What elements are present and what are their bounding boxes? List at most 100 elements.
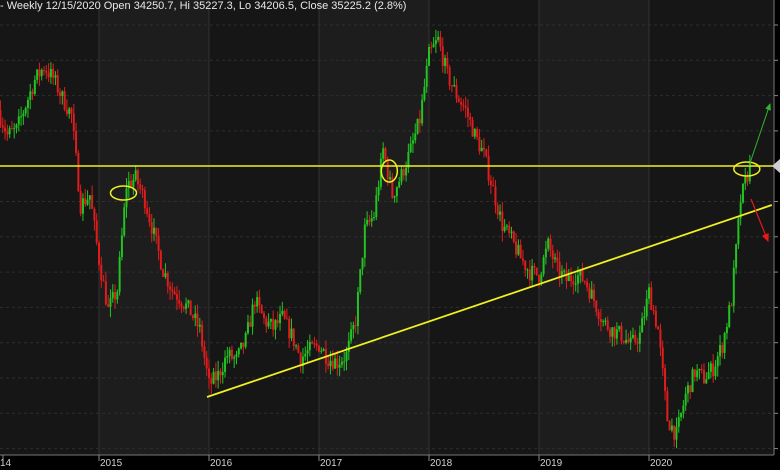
candle-body <box>414 133 417 141</box>
candle-body <box>638 332 641 344</box>
candle-body <box>17 116 20 125</box>
candle-body <box>492 185 495 187</box>
candle-body <box>551 250 554 260</box>
candle-body <box>533 265 536 268</box>
candle-body <box>677 417 680 427</box>
candle-body <box>84 198 87 205</box>
candle-body <box>210 378 213 384</box>
candle-body <box>194 313 197 319</box>
candle-body <box>70 108 73 114</box>
candle-body <box>487 155 490 181</box>
candle-body <box>356 292 359 326</box>
candle-body <box>102 280 105 282</box>
x-tick-label: 2019 <box>540 458 563 469</box>
candle-body <box>141 188 144 191</box>
candle-body <box>272 318 275 330</box>
candle-body <box>370 218 373 222</box>
arrow-up-projection <box>748 103 771 167</box>
candle-body <box>696 370 699 378</box>
candle-body <box>501 211 504 232</box>
candle-body <box>38 69 41 77</box>
candle-body <box>292 328 295 347</box>
candle-body <box>579 270 582 276</box>
candle-body <box>47 72 50 78</box>
candle-body <box>43 69 45 71</box>
candle-body <box>36 69 39 80</box>
candle-body <box>52 68 55 78</box>
candle-body <box>428 47 430 66</box>
candle-body <box>680 412 683 418</box>
candle-body <box>329 360 332 367</box>
candle-body <box>721 345 724 353</box>
candle-body <box>444 57 447 66</box>
candle-body <box>0 109 2 125</box>
candle-body <box>460 101 463 105</box>
candle-body <box>544 248 547 258</box>
candle-body <box>288 318 291 339</box>
candle-body <box>485 149 488 156</box>
candle-body <box>13 128 16 130</box>
candle-body <box>670 425 673 431</box>
candle-body <box>224 357 227 372</box>
candle-body <box>109 298 112 307</box>
candle-body <box>398 181 401 188</box>
candle-body <box>712 363 715 377</box>
candle-body <box>668 421 671 431</box>
candle-body <box>423 86 426 100</box>
candle-body <box>469 116 472 120</box>
candle-body <box>201 324 204 347</box>
candle-body <box>148 213 151 223</box>
candle-body <box>728 305 731 328</box>
candle-body <box>185 303 188 309</box>
candle-body <box>29 91 32 101</box>
candle-body <box>739 202 742 219</box>
candle-body <box>198 324 201 327</box>
candle-body <box>265 318 268 327</box>
candle-body <box>746 176 749 182</box>
candle-body <box>389 177 392 180</box>
candle-body <box>377 186 380 196</box>
candle-body <box>191 315 194 319</box>
candle-body <box>31 91 34 94</box>
candle-body <box>531 265 534 281</box>
candle-body <box>576 275 579 284</box>
candle-body <box>395 187 398 197</box>
candle-body <box>155 227 158 236</box>
candle-body <box>111 292 114 299</box>
candle-body <box>299 352 302 367</box>
candle-body <box>267 321 270 327</box>
candle-body <box>130 180 133 187</box>
candle-body <box>240 342 243 349</box>
candle-body <box>95 220 98 243</box>
candle-body <box>723 333 726 353</box>
candle-body <box>664 368 667 391</box>
candle-body <box>634 334 637 343</box>
candle-body <box>652 310 655 312</box>
candle-body <box>279 314 282 324</box>
candle-body <box>567 275 570 282</box>
candle-body <box>432 44 435 48</box>
candle-body <box>416 118 419 134</box>
candle-body <box>171 289 174 292</box>
candle-body <box>315 343 318 346</box>
candle-body <box>554 257 557 260</box>
candle-body <box>409 143 412 152</box>
candle-body <box>33 79 36 94</box>
candle-body <box>613 327 616 339</box>
candle-body <box>208 368 210 379</box>
candle-body <box>386 160 389 180</box>
candle-body <box>276 320 279 324</box>
candle-body <box>698 368 701 371</box>
candle-body <box>308 341 311 351</box>
candle-body <box>521 258 524 261</box>
candle-body <box>93 208 96 221</box>
candle-body <box>169 286 172 290</box>
candle-body <box>104 281 107 305</box>
candle-body <box>700 368 703 371</box>
candle-body <box>510 231 513 233</box>
candle-body <box>524 260 527 271</box>
candle-body <box>187 300 190 304</box>
candle-body <box>22 113 25 117</box>
